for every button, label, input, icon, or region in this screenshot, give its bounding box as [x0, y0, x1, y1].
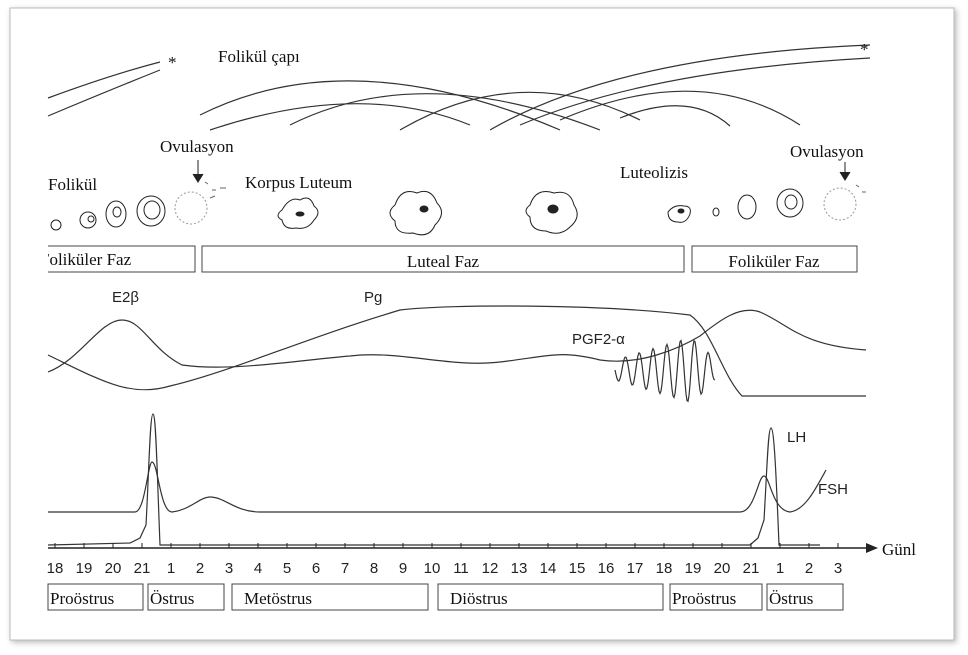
asterisk: *	[860, 40, 869, 59]
corpus-luteum-label: Korpus Luteum	[245, 173, 352, 192]
day-label: 19	[685, 560, 702, 577]
day-label: 2	[196, 560, 204, 577]
e2-label: E2β	[112, 289, 139, 306]
day-label: 1	[167, 560, 175, 577]
day-label: 20	[714, 560, 731, 577]
figure: Folikül çapı * * Ovulasyon Folikül Korpu…	[0, 0, 968, 655]
day-label: 18	[656, 560, 673, 577]
phase-label: Luteal Faz	[407, 252, 480, 271]
ovulation-label: Ovulasyon	[790, 142, 864, 161]
luteolysis-label: Luteolizis	[620, 163, 688, 182]
follicle-label: Folikül	[48, 175, 97, 194]
day-label: 5	[283, 560, 291, 577]
pgf-label: PGF2-α	[572, 331, 625, 348]
stage-label: Östrus	[150, 589, 194, 608]
day-label: 19	[76, 560, 93, 577]
day-label: 9	[399, 560, 407, 577]
lh-label: LH	[787, 429, 806, 446]
stage-label: Diöstrus	[450, 589, 508, 608]
axis-label: Günl	[882, 540, 916, 559]
day-label: 7	[341, 560, 349, 577]
phase-label: Foliküler Faz	[728, 252, 820, 271]
day-label: 21	[134, 560, 151, 577]
day-label: 6	[312, 560, 320, 577]
ovulation-label: Ovulasyon	[160, 137, 234, 156]
stage-label: Metöstrus	[244, 589, 312, 608]
pg-label: Pg	[364, 289, 382, 306]
day-label: 4	[254, 560, 262, 577]
day-label: 2	[805, 560, 813, 577]
day-label: 3	[225, 560, 233, 577]
fsh-label: FSH	[818, 481, 848, 498]
day-label: 14	[540, 560, 557, 577]
stage-label: Proöstrus	[672, 589, 736, 608]
day-label: 21	[743, 560, 760, 577]
day-label: 10	[424, 560, 441, 577]
follicle-title: Folikül çapı	[218, 47, 300, 66]
day-label: 1	[776, 560, 784, 577]
day-label: 20	[105, 560, 122, 577]
day-label: 11	[453, 560, 469, 577]
cycle-stages: Proöstrus Östrus Metöstrus Diöstrus Proöstru…	[48, 584, 843, 610]
stage-label: Proöstrus	[50, 589, 114, 608]
asterisk: *	[168, 53, 177, 72]
phase-label: Foliküler Faz	[40, 250, 132, 269]
day-label: 16	[598, 560, 615, 577]
day-label: 15	[569, 560, 586, 577]
day-label: 8	[370, 560, 378, 577]
day-label: 12	[482, 560, 499, 577]
day-label: 18	[47, 560, 64, 577]
day-label: 17	[627, 560, 644, 577]
day-label: 13	[511, 560, 528, 577]
stage-label: Östrus	[769, 589, 813, 608]
day-label: 3	[834, 560, 842, 577]
